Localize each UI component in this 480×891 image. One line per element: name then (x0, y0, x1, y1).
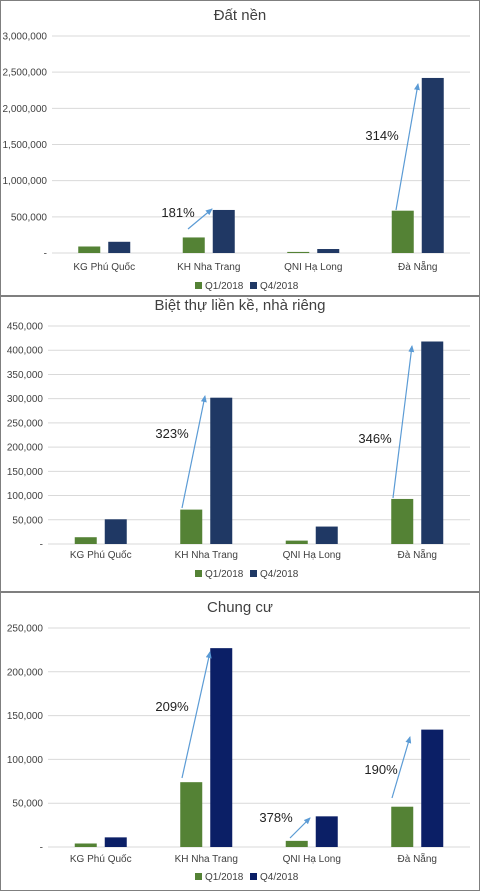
growth-label: 314% (365, 128, 399, 143)
y-tick-label: - (40, 843, 43, 854)
y-tick-label: 150,000 (7, 711, 44, 722)
chart-panel-1: Đất nền - 500,000 1,000,000 1,500,000 2,000,0… (0, 0, 480, 296)
y-tick-label: 500,000 (11, 212, 48, 223)
growth-arrow (181, 651, 212, 779)
y-tick-label: 250,000 (7, 624, 44, 635)
panel-border (0, 296, 480, 592)
chart-dat-nen: Đất nền - 500,000 1,000,000 1,500,000 2,000,0… (0, 0, 480, 296)
category-label: KG Phú Quốc (70, 853, 132, 865)
chart-panel-2: Biệt thự liền kề, nhà riêng - 50,000 100,00… (0, 296, 480, 592)
y-tick-label: 50,000 (12, 515, 43, 526)
growth-arrow (392, 345, 415, 499)
legend-label: Q4/2018 (260, 569, 299, 580)
bar-q4 (210, 648, 233, 847)
category-label: QNI Hạ Long (284, 262, 342, 273)
bar-q4 (108, 241, 131, 253)
bar-q4 (421, 341, 444, 544)
legend-swatch (195, 282, 202, 289)
growth-arrow (181, 395, 207, 509)
growth-arrow (187, 208, 213, 230)
bar-q4 (315, 526, 338, 544)
legend-label: Q4/2018 (260, 872, 299, 883)
category-label: KH Nha Trang (177, 262, 240, 273)
legend-label: Q4/2018 (260, 281, 299, 292)
category-label: KG Phú Quốc (70, 549, 132, 561)
category-label: QNI Hạ Long (283, 854, 341, 865)
chart-title: Chung cư (207, 599, 273, 616)
chart-chung-cu: Chung cư - 50,000 100,000 150,000 200,000 250,… (0, 592, 480, 891)
bar-q1 (285, 840, 308, 847)
legend-swatch (250, 570, 257, 577)
bar-q1 (182, 237, 205, 253)
y-tick-label: 100,000 (7, 491, 44, 502)
y-tick-label: 400,000 (7, 346, 44, 357)
growth-label: 323% (155, 426, 189, 441)
growth-arrow (289, 817, 311, 839)
growth-label: 190% (364, 762, 398, 777)
bar-q4 (315, 816, 338, 847)
bar-q1 (391, 210, 414, 253)
y-tick-label: 3,000,000 (3, 32, 48, 43)
bar-q1 (74, 537, 97, 544)
bar-q1 (285, 540, 308, 544)
legend-label: Q1/2018 (205, 569, 244, 580)
bar-q1 (391, 498, 414, 544)
y-tick-label: 1,000,000 (3, 176, 48, 187)
chart-panel-3: Chung cư - 50,000 100,000 150,000 200,000 250,… (0, 592, 480, 891)
category-label: QNI Hạ Long (283, 550, 341, 561)
y-tick-label: - (44, 249, 47, 260)
y-tick-label: 150,000 (7, 467, 44, 478)
bar-q1 (391, 806, 414, 847)
bar-q4 (317, 249, 340, 253)
legend-swatch (195, 570, 202, 577)
category-label: Đà Nẵng (398, 852, 437, 865)
y-tick-label: - (40, 540, 43, 551)
growth-label: 346% (358, 431, 392, 446)
y-tick-label: 50,000 (12, 799, 43, 810)
growth-label: 209% (155, 699, 189, 714)
chart-title: Đất nền (214, 7, 267, 24)
growth-arrow (395, 83, 420, 211)
legend-label: Q1/2018 (205, 872, 244, 883)
bar-q4 (104, 519, 127, 544)
legend-swatch (250, 873, 257, 880)
legend-label: Q1/2018 (205, 281, 244, 292)
legend-swatch (195, 873, 202, 880)
bar-q1 (74, 843, 97, 847)
bar-q4 (210, 397, 233, 544)
y-tick-label: 450,000 (7, 322, 44, 333)
bar-q1 (180, 509, 203, 544)
chart-title: Biệt thự liền kề, nhà riêng (155, 297, 326, 314)
legend-swatch (250, 282, 257, 289)
bar-q4 (421, 729, 444, 847)
bar-q1 (287, 251, 310, 253)
category-label: KH Nha Trang (175, 854, 238, 865)
growth-label: 181% (161, 205, 195, 220)
y-tick-label: 300,000 (7, 394, 44, 405)
y-tick-label: 2,000,000 (3, 104, 48, 115)
category-label: Đà Nẵng (398, 548, 437, 561)
category-label: KH Nha Trang (175, 550, 238, 561)
bar-q4 (212, 209, 235, 253)
category-label: KG Phú Quốc (73, 261, 135, 273)
bar-q4 (104, 837, 127, 847)
category-label: Đà Nẵng (398, 260, 437, 273)
growth-label: 378% (259, 810, 293, 825)
y-tick-label: 200,000 (7, 667, 44, 678)
bar-q4 (421, 77, 444, 253)
bar-q1 (78, 246, 101, 253)
chart-biet-thu: Biệt thự liền kề, nhà riêng - 50,000 100,00… (0, 296, 480, 592)
y-tick-label: 250,000 (7, 418, 44, 429)
y-tick-label: 200,000 (7, 443, 44, 454)
y-tick-label: 350,000 (7, 370, 44, 381)
bar-q1 (180, 782, 203, 847)
growth-arrow (391, 736, 412, 799)
y-tick-label: 2,500,000 (3, 68, 48, 79)
y-tick-label: 100,000 (7, 755, 44, 766)
y-tick-label: 1,500,000 (3, 140, 48, 151)
